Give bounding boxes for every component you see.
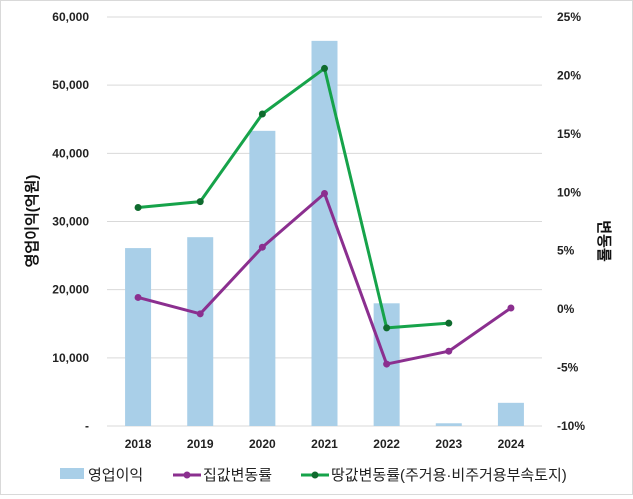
data-point xyxy=(507,304,515,312)
y-tick-label: 50,000 xyxy=(52,78,89,92)
data-point xyxy=(321,189,328,197)
bar-2024 xyxy=(497,402,524,426)
bar-2023 xyxy=(435,423,462,426)
x-tick-label: 2022 xyxy=(373,437,400,451)
data-point xyxy=(258,243,266,251)
y2-tick-label: 15% xyxy=(557,127,581,141)
x-tick-label: 2024 xyxy=(498,437,525,451)
legend-label: 땅값변동률(주거용·비주거용부속토지) xyxy=(331,467,567,484)
data-point xyxy=(196,310,204,318)
y-tick-label: 20,000 xyxy=(52,283,89,297)
x-tick-label: 2018 xyxy=(125,437,152,451)
data-point xyxy=(134,203,142,211)
y-tick-label: 40,000 xyxy=(52,146,89,160)
y-tick-label: - xyxy=(85,419,89,433)
legend-label: 영업이익 xyxy=(88,467,143,484)
y-tick-label: 60,000 xyxy=(52,10,89,24)
y2-tick-label: 0% xyxy=(557,302,575,316)
data-point xyxy=(383,360,391,368)
data-point xyxy=(383,324,391,332)
y-tick-label: 30,000 xyxy=(52,215,89,229)
y2-tick-label: 10% xyxy=(557,185,581,199)
data-point xyxy=(196,198,204,206)
y2-tick-label: 25% xyxy=(557,10,581,24)
x-tick-label: 2023 xyxy=(435,437,462,451)
legend-marker xyxy=(183,471,191,479)
y2-tick-label: 5% xyxy=(557,244,575,258)
data-point xyxy=(445,347,453,355)
x-tick-label: 2019 xyxy=(187,437,214,451)
data-point xyxy=(258,110,266,118)
data-point xyxy=(445,319,453,327)
legend-label: 집값변동률 xyxy=(203,467,272,484)
data-point xyxy=(321,64,328,72)
x-tick-label: 2020 xyxy=(249,437,276,451)
y-tick-label: 10,000 xyxy=(52,351,89,365)
series-line-2 xyxy=(137,66,449,330)
data-point xyxy=(134,293,142,301)
y2-axis-title: 변동률 xyxy=(595,220,612,262)
y2-tick-label: -10% xyxy=(557,419,585,433)
bar-2020 xyxy=(249,130,276,427)
y2-tick-label: 20% xyxy=(557,68,581,82)
y2-tick-label: -5% xyxy=(557,361,579,375)
legend-swatch-bar xyxy=(60,468,84,479)
y-axis-title: 영업이익(억원) xyxy=(23,175,41,268)
bar-2018 xyxy=(125,248,152,426)
legend-marker xyxy=(311,471,319,479)
bar-2019 xyxy=(187,237,214,426)
x-tick-label: 2021 xyxy=(311,437,338,451)
bar-2021 xyxy=(311,40,338,426)
